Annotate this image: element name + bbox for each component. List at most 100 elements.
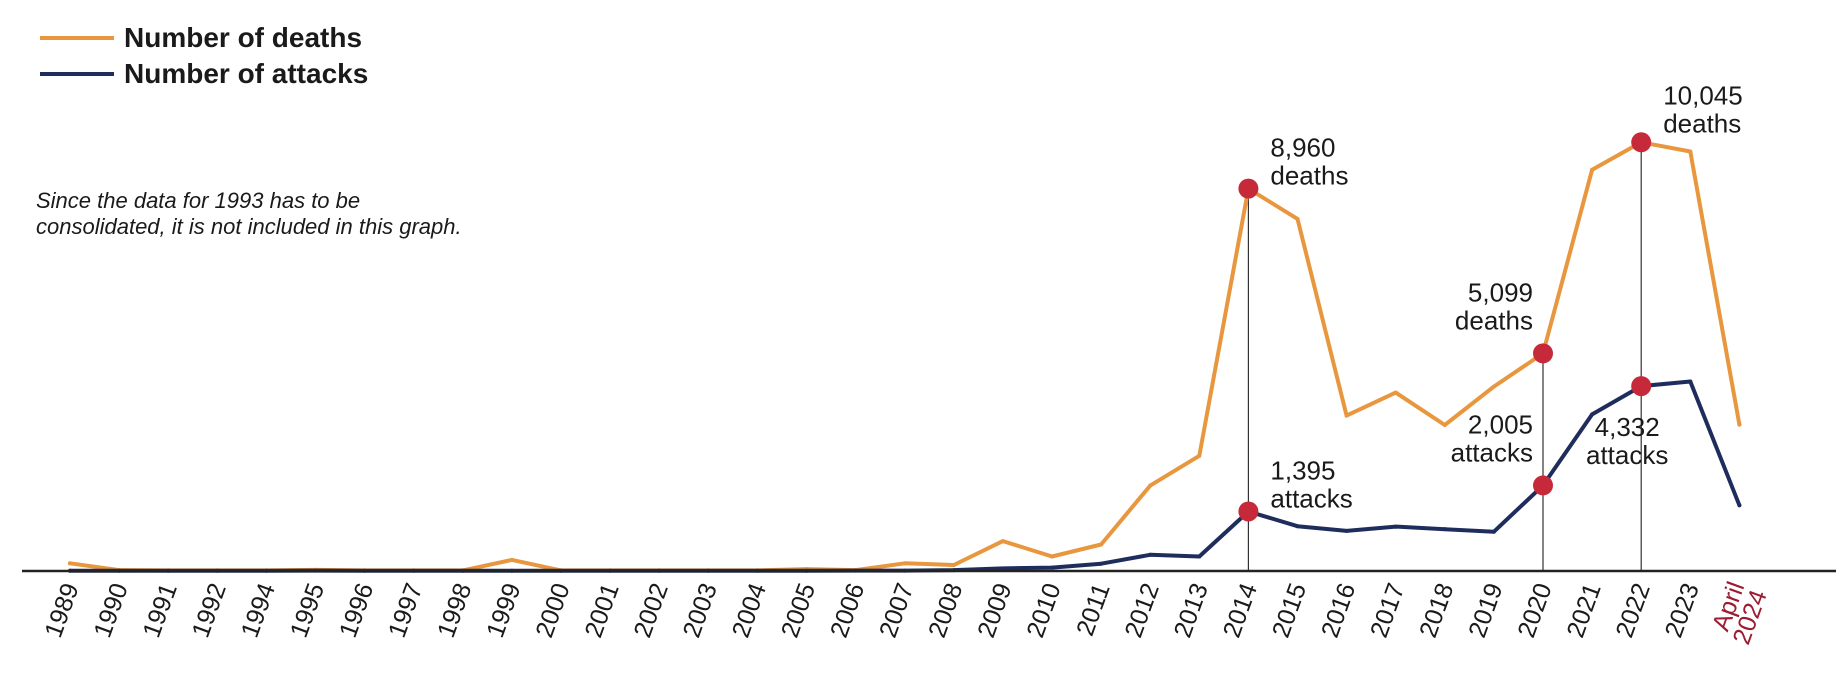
tick-2020: 2020 [1512, 579, 1557, 641]
tick-label-2006: 2006 [825, 579, 870, 641]
tick-2010: 2010 [1021, 579, 1066, 641]
data-point-attacks-2017 [1393, 524, 1398, 529]
annotation-deaths-2014-line-0: 8,960 [1270, 133, 1335, 163]
legend-label-deaths: Number of deaths [124, 22, 362, 53]
tick-label-2013: 2013 [1169, 579, 1214, 641]
data-point-deaths-2015 [1295, 216, 1300, 221]
tick-2007: 2007 [874, 579, 919, 641]
tick-label-1991: 1991 [138, 579, 183, 641]
tick-2022: 2022 [1611, 579, 1656, 641]
tick-1991: 1991 [138, 579, 183, 641]
tick-2001: 2001 [579, 579, 624, 641]
annotation-deaths-2014-line-1: deaths [1270, 161, 1348, 191]
tick-2023: 2023 [1660, 579, 1705, 641]
highlight-marker-attacks-2014 [1238, 501, 1259, 522]
data-point-attacks-2019 [1491, 529, 1496, 534]
data-point-deaths-2008 [951, 563, 956, 568]
tick-label-2000: 2000 [530, 579, 575, 641]
tick-label-1989: 1989 [39, 579, 84, 641]
legend-label-attacks: Number of attacks [124, 58, 368, 89]
tick-2008: 2008 [923, 579, 968, 641]
x-tick-labels: 1989 1990 1991 1992 1994 1995 1996 1997 1998 1999… [39, 578, 1773, 648]
tick-label-1997: 1997 [383, 579, 428, 641]
data-point-deaths-2019 [1491, 384, 1496, 389]
tick-2019: 2019 [1463, 579, 1508, 641]
annotation-attacks-2020-line-0: 2,005 [1468, 409, 1533, 439]
annotation-deaths-2020-line-1: deaths [1455, 305, 1533, 335]
tick-label-2007: 2007 [874, 579, 919, 641]
tick-label-1995: 1995 [285, 579, 330, 641]
data-point-deaths-2011 [1099, 542, 1104, 547]
data-point-attacks-2023 [1688, 379, 1693, 384]
tick-2021: 2021 [1561, 579, 1606, 641]
legend: Number of deaths Number of attacks [40, 22, 368, 89]
data-point-attacks-2011 [1099, 561, 1104, 566]
tick-label-1999: 1999 [481, 579, 526, 641]
tick-1992: 1992 [187, 579, 232, 641]
data-point-deaths-2016 [1344, 413, 1349, 418]
tick-label-2004: 2004 [727, 579, 772, 641]
tick-label-2002: 2002 [629, 579, 674, 641]
tick-2005: 2005 [776, 579, 821, 641]
annotation-deaths-2020-line-0: 5,099 [1468, 277, 1533, 307]
tick-2014: 2014 [1218, 579, 1263, 641]
tick-2016: 2016 [1316, 579, 1361, 641]
data-point-deaths-2010 [1050, 554, 1054, 559]
annotation-deaths-2022-line-0: 10,045 [1663, 80, 1743, 110]
data-point-deaths-2021 [1590, 167, 1595, 172]
data-point-attacks-2010 [1050, 565, 1054, 570]
data-point-deaths-2017 [1393, 390, 1398, 395]
tick-1995: 1995 [285, 579, 330, 641]
tick-label-2020: 2020 [1512, 579, 1557, 641]
data-point-deaths-2012 [1148, 483, 1153, 488]
annotations: 8,960deaths1,395attacks5,099deaths2,005a… [1270, 80, 1742, 513]
tick-label-2001: 2001 [579, 579, 624, 641]
data-point-deaths-2009 [1000, 539, 1005, 544]
annotation-attacks-2022-line-0: 4,332 [1595, 412, 1660, 442]
highlight-marker-attacks-2022 [1631, 376, 1652, 397]
data-point-deaths-1999 [509, 557, 514, 562]
tick-label-1992: 1992 [187, 579, 232, 641]
tick-label-2012: 2012 [1120, 579, 1165, 641]
tick-2000: 2000 [530, 579, 575, 641]
tick-label-1994: 1994 [236, 579, 281, 641]
annotation-attacks-2020-line-1: attacks [1451, 437, 1533, 467]
annotation-attacks-2022-line-1: attacks [1586, 440, 1668, 470]
tick-1989: 1989 [39, 579, 84, 641]
tick-label-2018: 2018 [1414, 579, 1459, 641]
highlight-marker-deaths-2022 [1631, 132, 1652, 153]
tick-2011: 2011 [1071, 579, 1116, 639]
tick-label-2016: 2016 [1316, 579, 1361, 641]
tick-1994: 1994 [236, 579, 281, 641]
tick-label-2008: 2008 [923, 579, 968, 641]
tick-label-2010: 2010 [1021, 579, 1066, 641]
highlight-markers [1238, 132, 1652, 522]
tick-label-2014: 2014 [1218, 579, 1263, 641]
tick-label-2009: 2009 [972, 579, 1017, 641]
tick-label-2015: 2015 [1267, 579, 1312, 641]
tick-1998: 1998 [432, 579, 477, 641]
highlight-marker-deaths-2014 [1238, 178, 1259, 199]
tick-2009: 2009 [972, 579, 1017, 641]
tick-label-1998: 1998 [432, 579, 477, 641]
annotation-deaths-2022-line-1: deaths [1663, 108, 1741, 138]
annotation-attacks-2014-line-0: 1,395 [1270, 455, 1335, 485]
data-point-deaths-2023 [1688, 149, 1693, 154]
data-point-attacks-2021 [1590, 412, 1595, 417]
data-point-deaths-2018 [1442, 423, 1447, 428]
tick-label-2011: 2011 [1071, 579, 1116, 639]
tick-2012: 2012 [1120, 579, 1165, 641]
annotation-attacks-2014-line-1: attacks [1270, 483, 1352, 513]
data-point-deaths-2007 [902, 561, 907, 566]
data-point-attacks-2009 [1000, 566, 1005, 571]
tick-2015: 2015 [1267, 579, 1312, 641]
data-point-attacks-2016 [1344, 528, 1349, 533]
data-point-attacks-april-2024 [1737, 503, 1742, 508]
tick-1999: 1999 [481, 579, 526, 641]
note-line-1: Since the data for 1993 has to be [36, 188, 360, 213]
tick-label-2005: 2005 [776, 579, 821, 641]
tick-2018: 2018 [1414, 579, 1459, 641]
tick-label-2022: 2022 [1611, 579, 1656, 641]
data-point-deaths-april-2024 [1737, 422, 1742, 427]
